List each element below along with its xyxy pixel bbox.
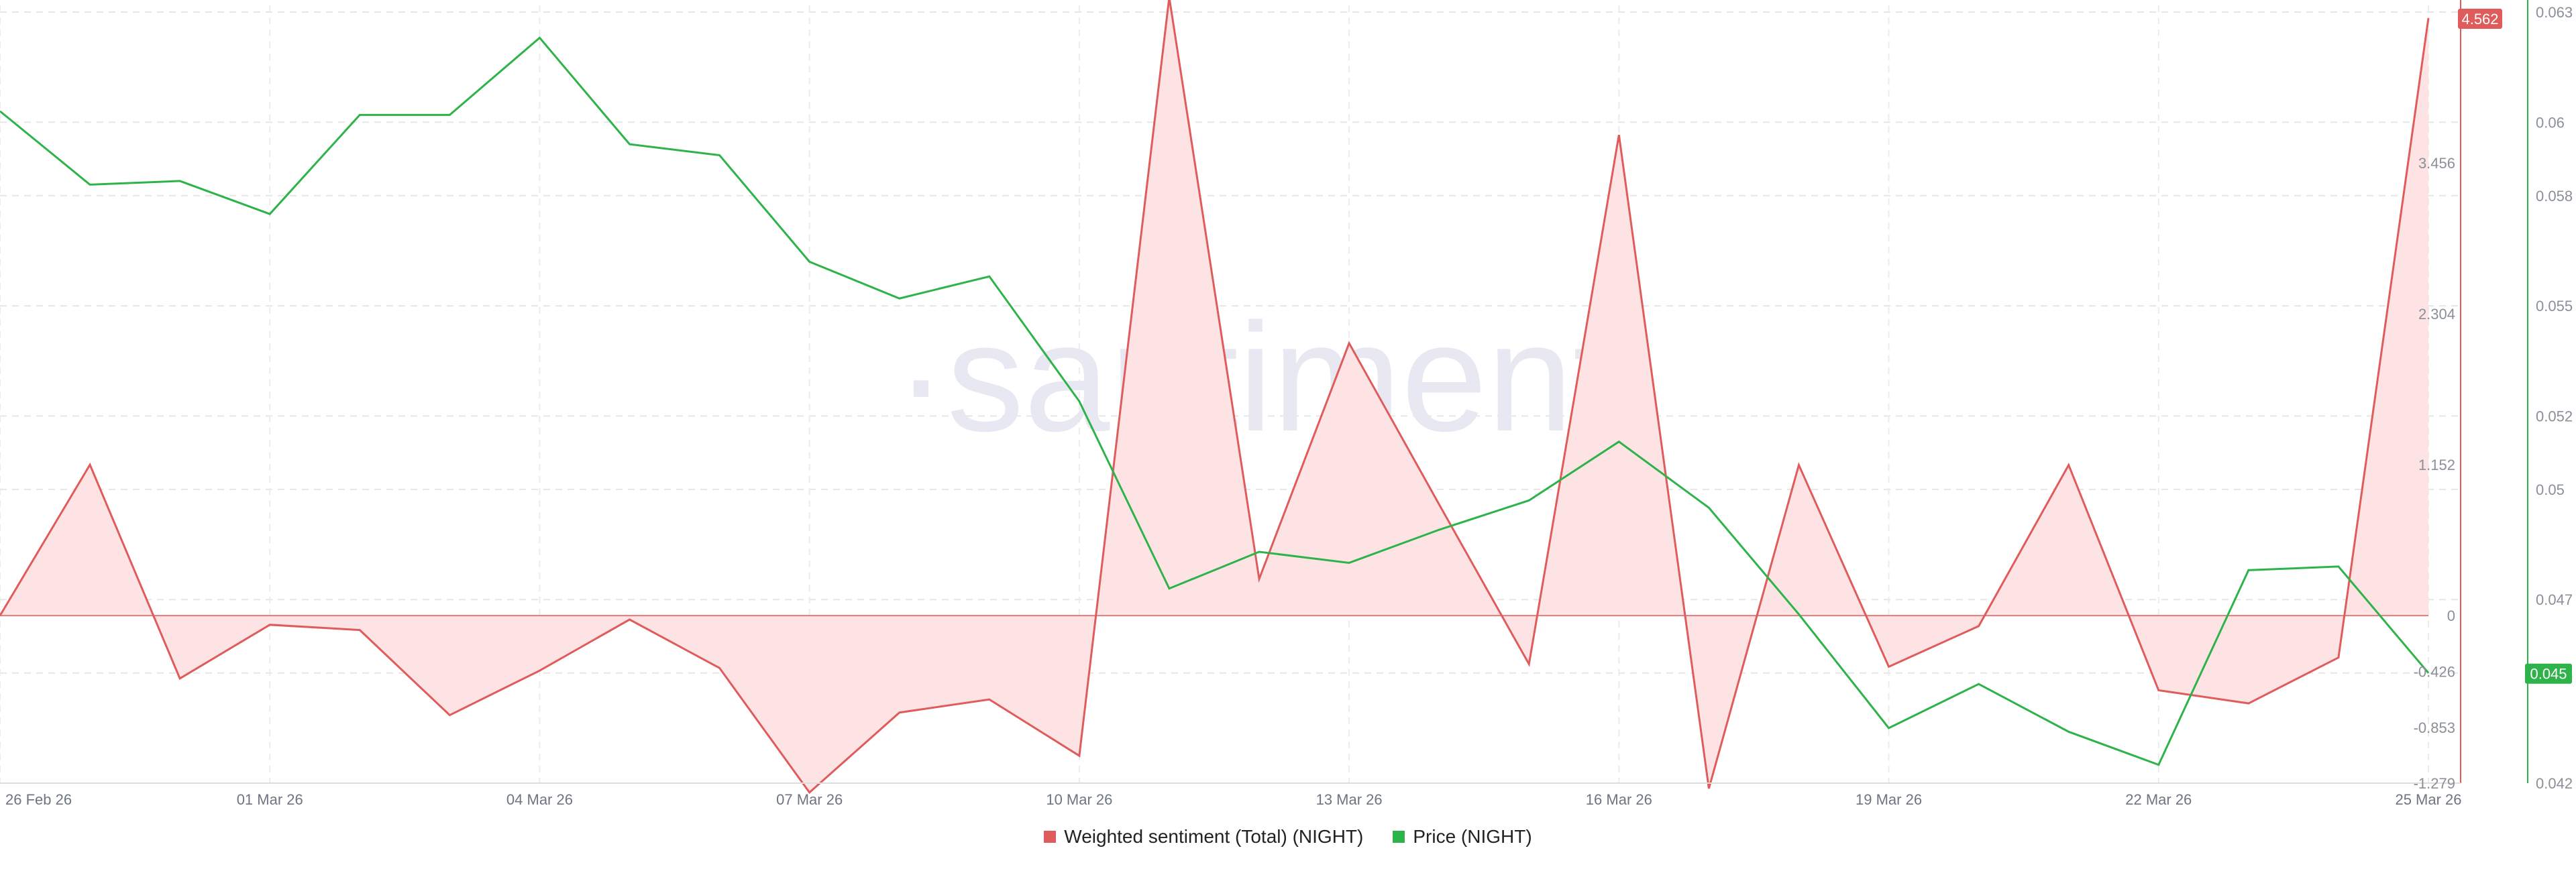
last-value-badges: 4.562 0.045 [2458,8,2572,684]
sentiment-last-value: 4.562 [2461,11,2498,27]
left-tick-label: -0.426 [2414,663,2455,680]
right-tick-label: 0.052 [2536,408,2573,424]
x-tick-label: 22 Mar 26 [2125,791,2192,808]
axes [0,0,2528,784]
price-line [0,36,2430,766]
sentiment-area-fill [0,0,2428,793]
right-tick-label: 0.063 [2536,4,2573,21]
x-tick-label: 04 Mar 26 [506,791,573,808]
left-tick-label: 1.152 [2418,457,2455,473]
santiment-watermark: ·santiment· [896,291,1667,463]
price-last-value: 0.045 [2530,666,2567,683]
series-lines [0,0,2430,795]
x-tick-label: 13 Mar 26 [1316,791,1383,808]
left-axis-ticks: -1.279 -0.853 -0.426 0 1.152 2.304 3.456 [2414,155,2455,792]
right-tick-label: 0.055 [2536,298,2573,314]
x-tick-label: 07 Mar 26 [776,791,843,808]
x-tick-label: 01 Mar 26 [237,791,303,808]
legend-label-sentiment: Weighted sentiment (Total) (NIGHT) [1064,826,1364,847]
right-axis-ticks: 0.0420.0450.0470.050.0520.0550.0580.060.… [2536,4,2573,792]
legend-swatch-price [1393,831,1405,843]
sentiment-line [0,0,2430,795]
left-tick-label: -0.853 [2414,719,2455,736]
legend: Weighted sentiment (Total) (NIGHT) Price… [0,826,2576,848]
x-tick-label: 16 Mar 26 [1586,791,1652,808]
sentiment-area [0,0,2428,793]
legend-label-price: Price (NIGHT) [1413,826,1532,847]
x-tick-label: 10 Mar 26 [1046,791,1112,808]
x-tick-label: 25 Mar 26 [2395,791,2461,808]
price-last-badge [2525,663,2572,684]
sentiment-last-badge [2458,8,2502,29]
right-tick-label: 0.047 [2536,591,2573,608]
left-tick-label: 3.456 [2418,155,2455,172]
x-tick-label: 26 Feb 26 [5,791,72,808]
right-tick-label: 0.058 [2536,188,2573,205]
x-tick-label: 19 Mar 26 [1856,791,1922,808]
left-tick-label: 2.304 [2418,306,2455,323]
left-tick-label: 0 [2447,607,2455,624]
right-tick-label: 0.05 [2536,481,2565,498]
left-tick-label: -1.279 [2414,775,2455,792]
legend-item-sentiment[interactable]: Weighted sentiment (Total) (NIGHT) [1044,826,1363,848]
legend-item-price[interactable]: Price (NIGHT) [1393,826,1532,848]
right-tick-label: 0.06 [2536,114,2565,131]
right-tick-label: 0.042 [2536,775,2573,792]
x-axis-ticks: 26 Feb 26 01 Mar 26 04 Mar 26 07 Mar 26 10 M… [5,791,2462,808]
legend-swatch-sentiment [1044,831,1057,843]
